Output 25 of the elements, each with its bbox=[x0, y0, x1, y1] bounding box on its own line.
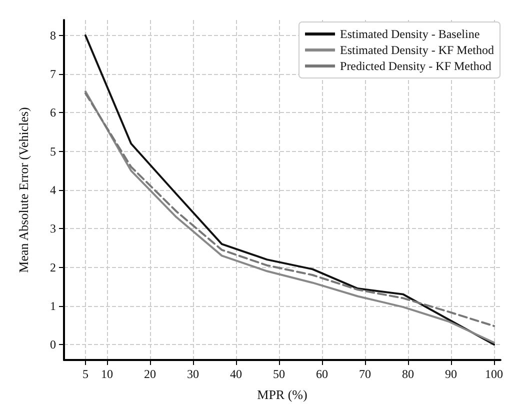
x-tick-label: 80 bbox=[402, 367, 414, 381]
y-tick-label: 6 bbox=[50, 106, 56, 120]
x-tick-label: 90 bbox=[445, 367, 457, 381]
y-tick-label: 8 bbox=[50, 28, 56, 42]
legend-label: Estimated Density - Baseline bbox=[340, 27, 480, 41]
x-tick-label: 30 bbox=[187, 367, 199, 381]
y-tick-label: 2 bbox=[50, 260, 56, 274]
x-tick-label: 5 bbox=[82, 367, 88, 381]
x-axis-title: MPR (%) bbox=[257, 387, 308, 402]
x-tick-label: 70 bbox=[359, 367, 371, 381]
x-tick-label: 50 bbox=[273, 367, 285, 381]
x-tick-label: 100 bbox=[485, 367, 503, 381]
x-tick-label: 60 bbox=[316, 367, 328, 381]
x-tick-label: 20 bbox=[144, 367, 156, 381]
y-tick-label: 3 bbox=[50, 222, 56, 236]
y-tick-label: 5 bbox=[50, 144, 56, 158]
legend-label: Predicted Density - KF Method bbox=[340, 59, 492, 73]
y-tick-label: 0 bbox=[50, 338, 56, 352]
y-tick-label: 4 bbox=[50, 183, 56, 197]
x-tick-label: 10 bbox=[101, 367, 113, 381]
y-tick-label: 7 bbox=[50, 67, 56, 82]
legend-label: Estimated Density - KF Method bbox=[340, 43, 494, 57]
y-tick-label: 1 bbox=[50, 298, 56, 313]
x-tick-label: 40 bbox=[230, 367, 242, 381]
y-axis-title: Mean Absolute Error (Vehicles) bbox=[16, 107, 31, 273]
